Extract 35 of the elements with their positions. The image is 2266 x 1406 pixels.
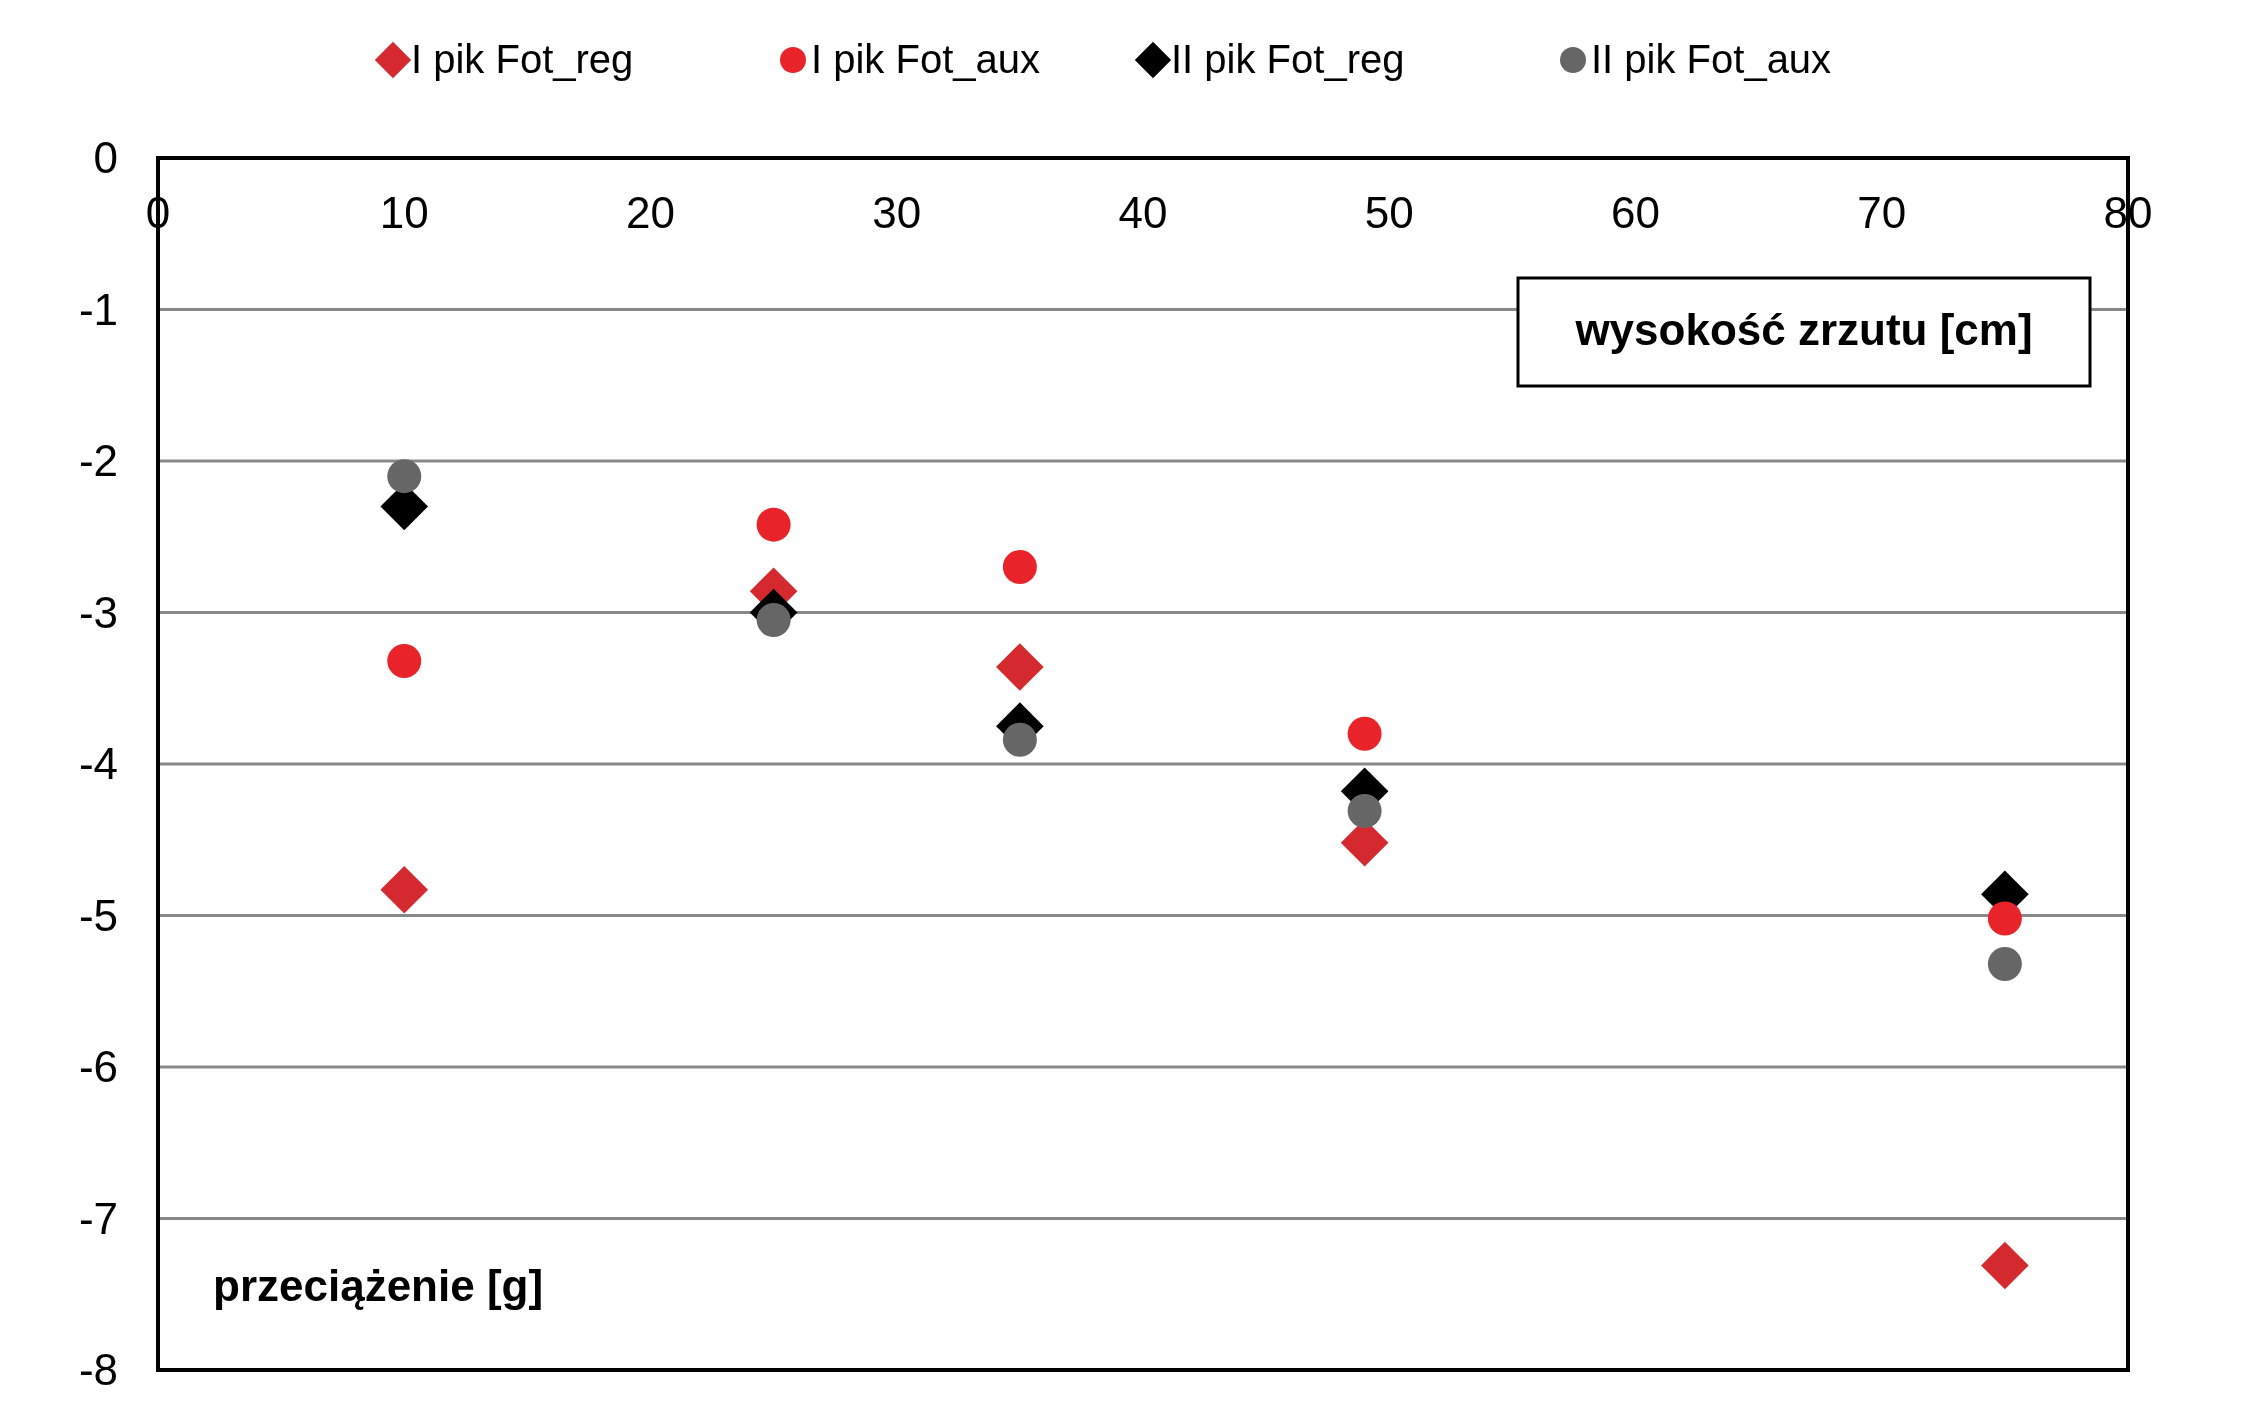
x-tick-label: 60 [1611,188,1660,237]
y-tick-label: -2 [78,436,118,485]
y-axis-title: przeciążenie [g] [213,1261,544,1310]
point [1002,550,1037,585]
x-tick-label: 40 [1118,188,1168,237]
x-tick-label: 30 [872,188,922,237]
point [1987,946,2022,981]
point [1347,793,1382,828]
y-tick-label: -4 [78,739,118,788]
x-tick-label: 10 [379,188,429,237]
x-tick-label: 20 [626,188,675,237]
point [387,459,422,494]
legend-label: I pik Fot_reg [411,37,634,81]
y-tick-label: -8 [78,1345,118,1394]
y-tick-label: -7 [78,1193,118,1243]
legend-label: I pik Fot_aux [811,37,1041,81]
point [1987,901,2022,936]
x-tick-label: 50 [1364,188,1414,237]
point [380,865,429,914]
legend-label: II pik Fot_aux [1591,37,1832,81]
y-tick-label: -1 [78,284,118,334]
y-tick-label: 0 [93,133,118,182]
point [756,603,791,638]
point [387,643,422,678]
point [756,507,791,542]
point [996,643,1044,691]
point [1981,1241,2029,1290]
point [1347,716,1382,751]
y-tick-label: -5 [78,890,118,940]
y-tick-label: -6 [78,1042,118,1091]
point [1002,722,1037,757]
legend-label: II pik Fot_reg [1171,37,1405,81]
x-tick-label: 70 [1857,188,1907,237]
x-axis-title: wysokość zrzutu [cm] [1574,305,2033,354]
y-tick-label: -3 [78,587,118,637]
